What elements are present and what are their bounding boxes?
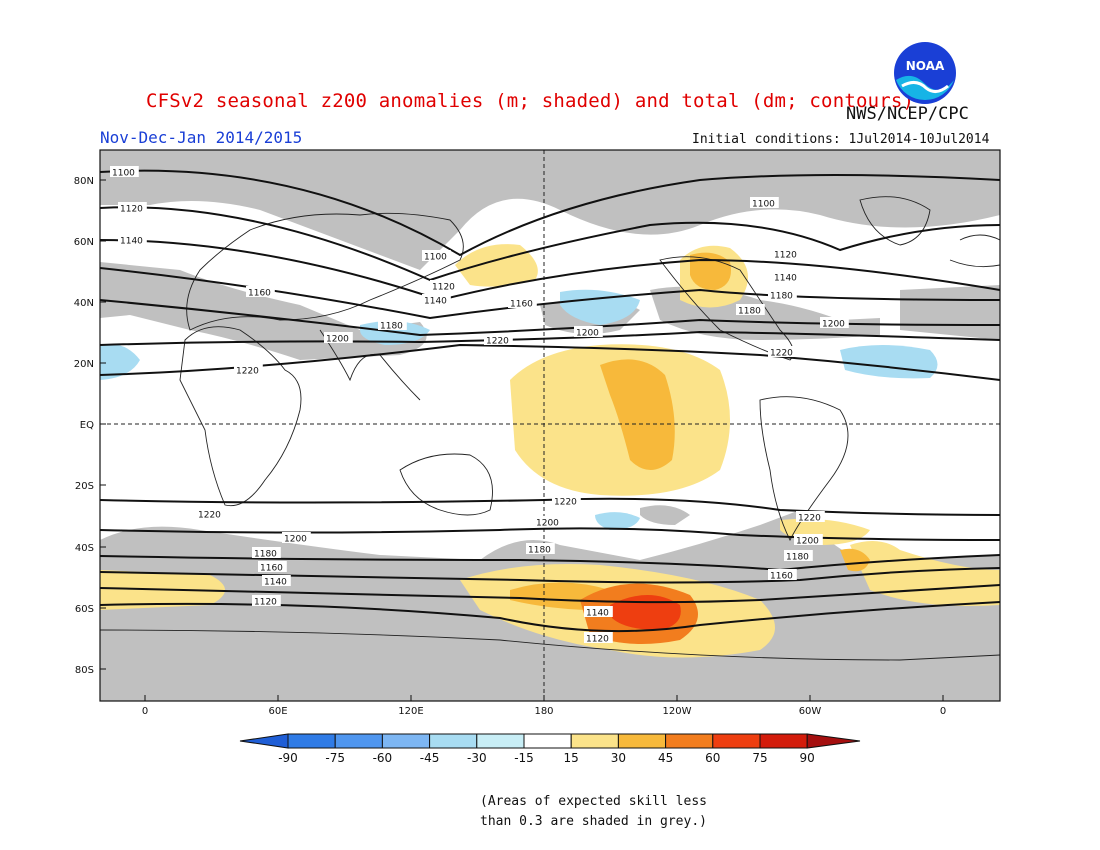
- contour-label: 1140: [120, 237, 143, 247]
- contour-label: 1180: [380, 322, 403, 332]
- contour-label: 1120: [254, 598, 277, 608]
- lat-tick-label: 40S: [75, 543, 94, 554]
- lat-tick-label: 20N: [74, 359, 94, 370]
- contour-label: 1200: [796, 537, 819, 547]
- colorbar-swatch: [334, 733, 383, 749]
- lon-tick-label: 120W: [663, 706, 692, 717]
- contour-label: 1120: [774, 251, 797, 261]
- colorbar-swatch: [665, 733, 714, 749]
- lon-tick-label: 60W: [799, 706, 822, 717]
- forecast-period: Nov-Dec-Jan 2014/2015: [100, 128, 303, 147]
- lat-tick-label: 80S: [75, 665, 94, 676]
- initial-conditions: Initial conditions: 1Jul2014-10Jul2014: [692, 132, 990, 147]
- colorbar-low-arrow: [239, 733, 289, 749]
- colorbar-swatch: [476, 733, 525, 749]
- colorbar-swatch: [381, 733, 431, 749]
- lon-tick-label: 0: [142, 706, 148, 717]
- contour-label: 1160: [248, 289, 271, 299]
- longitude-axis: 0 60E 120E 180 120W 60W 0: [142, 695, 946, 717]
- contour-label: 1180: [254, 550, 277, 560]
- colorbar-tick-label: 15: [564, 751, 579, 765]
- lon-tick-label: 60E: [268, 706, 287, 717]
- contour-label: 1220: [236, 367, 259, 377]
- colorbar-tick-label: -60: [373, 751, 393, 765]
- lat-tick-label: 20S: [75, 481, 94, 492]
- lon-tick-label: 180: [534, 706, 553, 717]
- contour-labels: 1100 1120 1140 1160 1180 1200 1220 1100 1120 1140…: [110, 166, 849, 645]
- contour-label: 1160: [770, 572, 793, 582]
- noaa-logo-text: NOAA: [906, 59, 945, 73]
- contour-label: 1120: [586, 635, 609, 645]
- contour-label: 1160: [510, 300, 533, 310]
- lat-tick-label: EQ: [80, 420, 94, 431]
- colorbar-tick-label: -30: [467, 751, 487, 765]
- colorbar-tick-label: -15: [514, 751, 534, 765]
- colorbar-swatch: [287, 733, 336, 749]
- contour-label: 1120: [432, 283, 455, 293]
- map-frame: [99, 149, 1001, 702]
- contour-label: 1220: [554, 498, 577, 508]
- contour-label: 1100: [112, 169, 135, 179]
- contour-label: 1220: [798, 514, 821, 524]
- colorbar-swatch: [570, 733, 619, 749]
- colorbar-tick-label: 75: [752, 751, 767, 765]
- lat-tick-label: 40N: [74, 298, 94, 309]
- contour-label: 1200: [326, 335, 349, 345]
- agency-label: NWS/NCEP/CPC: [846, 104, 969, 124]
- contour-label: 1200: [822, 320, 845, 330]
- noaa-logo: NOAA: [894, 42, 956, 104]
- contour-label: 1200: [536, 519, 559, 529]
- contour-label: 1180: [738, 307, 761, 317]
- lon-tick-label: 120E: [398, 706, 423, 717]
- colorbar-swatch: [712, 733, 761, 749]
- lon-tick-label: 0: [940, 706, 946, 717]
- contour-label: 1220: [198, 511, 221, 521]
- colorbar-tick-label: 30: [611, 751, 626, 765]
- skill-note-line: than 0.3 are shaded in grey.): [480, 814, 707, 829]
- contour-label: 1140: [424, 297, 447, 307]
- contour-label: 1200: [284, 535, 307, 545]
- skill-note-line: (Areas of expected skill less: [480, 794, 707, 809]
- colorbar-tick-label: 60: [705, 751, 720, 765]
- contour-label: 1120: [120, 205, 143, 215]
- colorbar-high-arrow: [806, 733, 861, 749]
- contour-label: 1160: [260, 564, 283, 574]
- colorbar-tick-label: -75: [325, 751, 345, 765]
- colorbar-swatch: [759, 733, 808, 749]
- lat-tick-label: 60N: [74, 237, 94, 248]
- colorbar-tick-label: 90: [800, 751, 815, 765]
- colorbar-tick-label: -45: [420, 751, 440, 765]
- colorbar-tick-label: -90: [278, 751, 298, 765]
- contour-label: 1100: [752, 200, 775, 210]
- contour-label: 1180: [770, 292, 793, 302]
- contour-label: 1180: [786, 553, 809, 563]
- contour-label: 1100: [424, 253, 447, 263]
- colorbar-swatch: [617, 733, 667, 749]
- colorbar-swatch: [523, 733, 572, 749]
- map-panel: [100, 150, 1000, 701]
- contour-label: 1140: [264, 578, 287, 588]
- colorbar-tick-label: 45: [658, 751, 673, 765]
- latitude-axis: 80N 60N 40N 20N EQ 20S 40S 60S 80S: [74, 176, 106, 676]
- contour-label: 1140: [586, 609, 609, 619]
- contour-label: 1220: [770, 349, 793, 359]
- lat-tick-label: 80N: [74, 176, 94, 187]
- contour-label: 1140: [774, 274, 797, 284]
- colorbar-swatch: [429, 733, 478, 749]
- colorbar: -90 -75 -60 -45 -30 -15 15 30 45 60 75 90: [239, 733, 861, 765]
- lat-tick-label: 60S: [75, 604, 94, 615]
- skill-note: (Areas of expected skill less than 0.3 a…: [480, 792, 707, 832]
- contour-label: 1220: [486, 337, 509, 347]
- contour-label: 1180: [528, 546, 551, 556]
- contour-label: 1200: [576, 329, 599, 339]
- map-title: CFSv2 seasonal z200 anomalies (m; shaded…: [146, 90, 915, 112]
